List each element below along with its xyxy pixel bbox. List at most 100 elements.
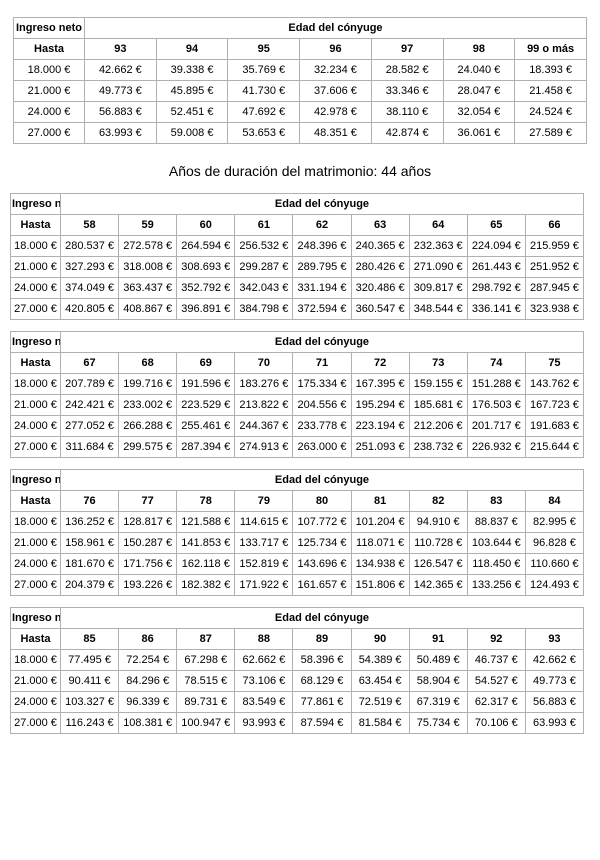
income-limit-cell: 24.000 € [10,553,61,575]
amount-cell: 151.806 € [350,574,410,596]
amount-cell: 42.662 € [84,59,157,81]
table-row: 27.000 €63.993 €59.008 €53.653 €48.351 €… [13,122,587,144]
amount-cell: 77.861 € [292,691,352,713]
amount-cell: 35.769 € [227,59,301,81]
spouse-age-header-cell: Edad del cónyuge [84,17,587,39]
age-column-header: 87 [176,628,236,650]
amount-cell: 320.486 € [350,277,410,299]
table-row: 21.000 €158.961 €150.287 €141.853 €133.7… [10,532,585,554]
amount-cell: 48.351 € [299,122,372,144]
amount-cell: 89.731 € [176,691,236,713]
amount-cell: 63.454 € [350,670,410,692]
section-heading: Años de duración del matrimonio: 44 años [168,163,432,179]
amount-cell: 78.515 € [176,670,236,692]
age-column-header: 69 [176,352,236,374]
income-limit-cell: 27.000 € [10,298,61,320]
amount-cell: 118.071 € [350,532,410,554]
age-column-header: 67 [59,352,120,374]
age-column-header: 97 [370,38,444,60]
amount-cell: 56.883 € [524,691,585,713]
amount-cell: 32.054 € [442,101,516,123]
income-limit-cell: 18.000 € [10,235,61,257]
amount-cell: 272.578 € [118,235,178,257]
table-row: 21.000 €242.421 €233.002 €223.529 €213.8… [10,394,585,416]
amount-cell: 36.061 € [442,122,516,144]
amount-cell: 195.294 € [350,394,410,416]
table-row: 18.000 €77.495 €72.254 €67.298 €62.662 €… [10,649,585,671]
amount-cell: 204.379 € [59,574,120,596]
table-row: 18.000 €280.537 €272.578 €264.594 €256.5… [10,235,585,257]
amount-cell: 41.730 € [227,80,301,102]
table-row: 24.000 €56.883 €52.451 €47.692 €42.978 €… [13,101,587,123]
amount-cell: 67.319 € [408,691,468,713]
age-header-row: Hasta 93 94 95 96 97 98 99 o más [13,38,587,60]
amount-cell: 363.437 € [118,277,178,299]
amount-cell: 114.615 € [234,511,294,533]
income-header-cell: Ingreso neto [10,193,61,215]
amount-cell: 75.734 € [408,712,468,734]
amount-cell: 62.317 € [466,691,526,713]
income-limit-cell: 27.000 € [10,436,61,458]
age-column-header: 62 [292,214,352,236]
amount-cell: 142.365 € [408,574,468,596]
age-column-header: 70 [234,352,294,374]
income-limit-header-cell: Hasta [13,38,85,60]
amount-cell: 280.426 € [350,256,410,278]
age-column-header: 84 [524,490,585,512]
amount-cell: 58.396 € [292,649,352,671]
age-column-header: 90 [350,628,410,650]
table-row: 27.000 €311.684 €299.575 €287.394 €274.9… [10,436,585,458]
amount-cell: 181.670 € [59,553,120,575]
amount-cell: 50.489 € [408,649,468,671]
income-header-cell: Ingreso neto [13,17,85,39]
table-row: 18.000 €42.662 €39.338 €35.769 €32.234 €… [13,59,587,81]
amount-cell: 226.932 € [466,436,526,458]
amount-cell: 251.093 € [350,436,410,458]
amount-cell: 298.792 € [466,277,526,299]
age-column-header: 99 o más [514,38,587,60]
amount-cell: 54.389 € [350,649,410,671]
age-column-header: 76 [59,490,120,512]
amount-cell: 27.589 € [514,122,587,144]
spouse-age-header-cell: Edad del cónyuge [60,193,584,215]
amount-cell: 81.584 € [350,712,410,734]
amount-cell: 83.549 € [234,691,294,713]
table-row: 27.000 €420.805 €408.867 €396.891 €384.7… [10,298,585,320]
amount-cell: 199.716 € [118,373,178,395]
age-column-header: 73 [408,352,468,374]
amount-cell: 49.773 € [84,80,157,102]
table-row: 24.000 €277.052 €266.288 €255.461 €244.3… [10,415,585,437]
amount-cell: 87.594 € [292,712,352,734]
amount-cell: 94.910 € [408,511,468,533]
amount-cell: 248.396 € [292,235,352,257]
income-limit-cell: 27.000 € [13,122,85,144]
income-limit-cell: 24.000 € [10,415,61,437]
amount-cell: 171.756 € [118,553,178,575]
amount-cell: 352.792 € [176,277,236,299]
income-limit-cell: 24.000 € [13,101,85,123]
amount-cell: 309.817 € [408,277,468,299]
age-column-header: 77 [118,490,178,512]
amount-cell: 318.008 € [118,256,178,278]
amount-cell: 408.867 € [118,298,178,320]
income-limit-cell: 24.000 € [10,277,61,299]
amount-cell: 77.495 € [59,649,120,671]
table-ages-93-99plus: Ingreso neto Edad del cónyuge Hasta 93 94 95 9… [13,17,587,144]
age-column-header: 71 [292,352,352,374]
income-limit-header-cell: Hasta [10,214,61,236]
amount-cell: 342.043 € [234,277,294,299]
income-limit-cell: 18.000 € [10,511,61,533]
amount-cell: 311.684 € [59,436,120,458]
income-header-cell: Ingreso neto [10,331,61,353]
amount-cell: 207.789 € [59,373,120,395]
amount-cell: 58.904 € [408,670,468,692]
age-column-header: 81 [350,490,410,512]
amount-cell: 63.993 € [524,712,585,734]
amount-cell: 191.596 € [176,373,236,395]
table-row: 27.000 €116.243 €108.381 €100.947 €93.99… [10,712,585,734]
